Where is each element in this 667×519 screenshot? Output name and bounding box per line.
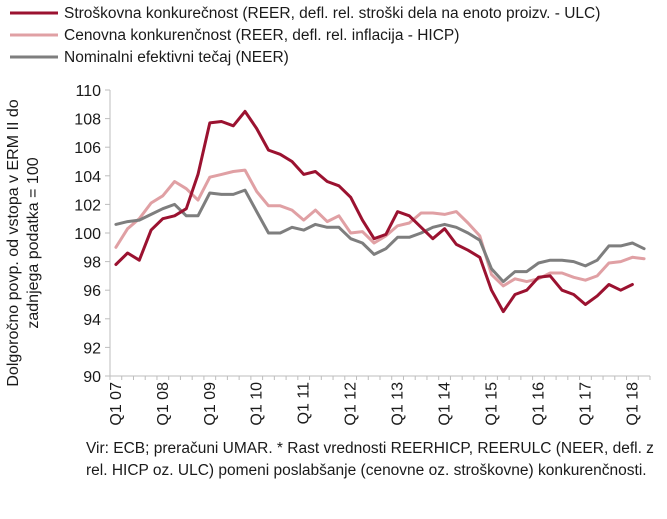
series-line xyxy=(114,168,646,288)
x-tick-label: Q1 16 xyxy=(530,382,547,426)
legend-label: Nominalni efektivni tečaj (NEER) xyxy=(64,49,289,66)
y-axis-title-line: zadnjega podatka = 100 xyxy=(25,157,42,328)
y-axis-title-line: Dolgoročno povp. od vstopa v ERM II do xyxy=(5,99,22,386)
y-tick-label: 102 xyxy=(74,197,101,214)
x-tick-label: Q1 10 xyxy=(249,382,266,426)
y-axis-label: Dolgoročno povp. od vstopa v ERM II do za… xyxy=(5,99,42,386)
line-chart: Stroškovna konkurečnost (REER, defl. rel… xyxy=(5,5,651,426)
series-line xyxy=(114,188,646,284)
y-tick-label: 94 xyxy=(83,312,101,329)
x-tick-label: Q1 07 xyxy=(108,382,125,426)
x-tick-label: Q1 14 xyxy=(437,382,454,426)
x-tick-label: Q1 08 xyxy=(155,382,172,426)
y-tick-label: 110 xyxy=(75,83,101,100)
y-tick-label: 100 xyxy=(74,226,101,243)
x-tick-label: Q1 09 xyxy=(202,382,219,426)
x-tick-label: Q1 11 xyxy=(296,382,313,425)
y-tick-label: 96 xyxy=(83,283,101,300)
legend-label: Stroškovna konkurečnost (REER, defl. rel… xyxy=(64,5,600,22)
series-line xyxy=(114,109,634,314)
source-note: Vir: ECB; preračuni UMAR. * Rast vrednos… xyxy=(86,440,654,479)
y-tick-label: 92 xyxy=(83,340,101,357)
legend-label: Cenovna konkurenčnost (REER, defl. rel. … xyxy=(64,27,459,44)
x-tick-label: Q1 15 xyxy=(484,382,501,426)
y-tick-label: 90 xyxy=(83,369,101,386)
x-tick-label: Q1 12 xyxy=(343,382,360,426)
y-tick-label: 98 xyxy=(83,255,101,272)
legend: Stroškovna konkurečnost (REER, defl. rel… xyxy=(10,5,600,66)
axes: 90 92 94 96 98 100 102 104 106 108 110 Q1 07 Q1 08 Q1… xyxy=(74,83,651,426)
y-tick-label: 106 xyxy=(74,140,101,157)
y-tick-label: 108 xyxy=(74,112,101,129)
y-tick-label: 104 xyxy=(74,169,101,186)
series-lines xyxy=(114,109,646,314)
x-tick-label: Q1 18 xyxy=(624,382,641,426)
x-tick-label: Q1 13 xyxy=(390,382,407,426)
x-tick-label: Q1 17 xyxy=(577,382,594,426)
